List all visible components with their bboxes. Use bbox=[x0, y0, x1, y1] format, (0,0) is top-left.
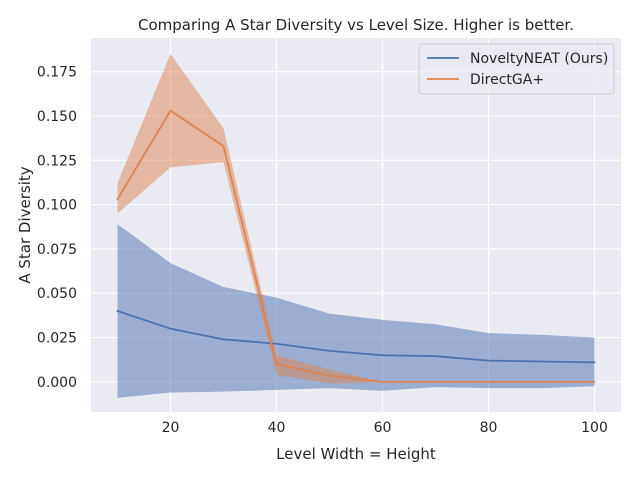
y-tick-label: 0.050 bbox=[37, 286, 77, 302]
x-tick-label: 100 bbox=[581, 420, 608, 436]
y-tick-label: 0.025 bbox=[37, 331, 77, 347]
y-tick-labels: 0.000 0.025 0.050 0.075 0.100 0.125 0.150 0.175 bbox=[37, 65, 77, 391]
legend: NoveltyNEAT (Ours) DirectGA+ bbox=[418, 43, 615, 95]
confidence-bands bbox=[117, 53, 595, 398]
legend-label-noveltyneat: NoveltyNEAT (Ours) bbox=[470, 51, 608, 67]
series-line-noveltyneat bbox=[116, 310, 596, 364]
x-tick-labels: 20 40 60 80 100 bbox=[162, 420, 608, 436]
x-tick-label: 40 bbox=[268, 420, 286, 436]
y-axis-label: A Star Diversity bbox=[16, 166, 34, 283]
y-tick-label: 0.100 bbox=[37, 198, 77, 214]
chart-title: Comparing A Star Diversity vs Level Size… bbox=[138, 16, 574, 34]
y-tick-label: 0.175 bbox=[37, 65, 77, 81]
y-tick-label: 0.150 bbox=[37, 109, 77, 125]
legend-label-directga: DirectGA+ bbox=[470, 72, 544, 88]
series-lines bbox=[116, 109, 596, 383]
x-tick-label: 20 bbox=[162, 420, 180, 436]
x-tick-label: 80 bbox=[480, 420, 498, 436]
y-tick-label: 0.075 bbox=[37, 242, 77, 258]
confidence-band-directga bbox=[117, 53, 595, 384]
x-axis-label: Level Width = Height bbox=[276, 445, 436, 463]
y-tick-label: 0.000 bbox=[37, 375, 77, 391]
x-tick-label: 60 bbox=[374, 420, 392, 436]
legend-box bbox=[418, 43, 615, 95]
series-line-directga bbox=[116, 109, 596, 383]
y-tick-label: 0.125 bbox=[37, 153, 77, 169]
confidence-band-noveltyneat bbox=[117, 224, 595, 398]
